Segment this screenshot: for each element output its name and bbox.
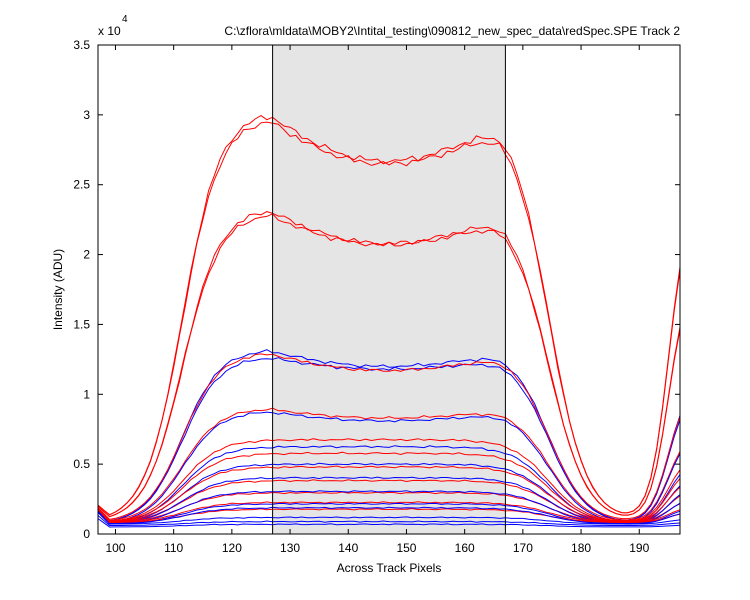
axes-frame	[97, 44, 681, 535]
x-tick-label: 120	[222, 541, 242, 555]
series-line-25	[97, 518, 681, 528]
x-tick-label: 160	[455, 541, 475, 555]
series-line-19	[97, 501, 681, 523]
series-line-5	[97, 349, 681, 522]
series-line-12	[97, 451, 681, 522]
series-line-8	[97, 407, 681, 522]
y-tick-label: 0	[83, 527, 90, 541]
y-tick-label: 1.5	[73, 317, 90, 331]
x-tick-label: 150	[396, 541, 416, 555]
y-tick-label: 0.5	[73, 457, 90, 471]
shaded-region	[272, 45, 506, 534]
y-tick-label: 3.5	[73, 38, 90, 52]
y-tick-label: 2.5	[73, 178, 90, 192]
x-tick-label: 100	[105, 541, 125, 555]
x-tick-label: 140	[338, 541, 358, 555]
x-axis-label: Across Track Pixels	[337, 561, 442, 575]
y-axis-multiplier-exponent: 4	[122, 14, 128, 25]
y-axis-ticks: 0 0.5 1 1.5 2 2.5 3 3.5	[73, 38, 680, 541]
y-axis-label: Intensity (ADU)	[51, 249, 65, 330]
series-line-14	[97, 465, 681, 523]
y-tick-label: 3	[83, 108, 90, 122]
series-line-6	[97, 357, 681, 522]
y-axis-multiplier: x 10	[98, 24, 121, 38]
x-tick-label: 170	[513, 541, 533, 555]
series-line-4	[97, 211, 681, 518]
series-lines	[97, 115, 681, 528]
series-line-9	[97, 411, 681, 523]
shaded-region-boundaries	[272, 45, 506, 534]
x-axis-ticks: 100 110 120 130 140 150 160 170 180 190	[105, 45, 650, 555]
x-tick-label: 190	[629, 541, 649, 555]
series-line-24	[97, 515, 681, 526]
series-line-13	[97, 462, 681, 524]
series-line-15	[97, 479, 681, 523]
x-tick-label: 110	[164, 541, 183, 555]
shaded-region-rect	[272, 45, 506, 534]
series-line-7	[97, 353, 681, 520]
x-tick-label: 180	[571, 541, 591, 555]
series-line-22	[97, 506, 681, 525]
chart-title: C:\zflora\mldata\MOBY2\Intital_testing\0…	[224, 24, 680, 38]
series-line-10	[97, 438, 681, 522]
y-tick-label: 1	[83, 387, 90, 401]
series-line-16	[97, 476, 681, 524]
series-line-23	[97, 512, 681, 525]
y-tick-label: 2	[83, 248, 90, 262]
x-tick-label: 130	[280, 541, 300, 555]
series-line-2	[97, 115, 681, 516]
